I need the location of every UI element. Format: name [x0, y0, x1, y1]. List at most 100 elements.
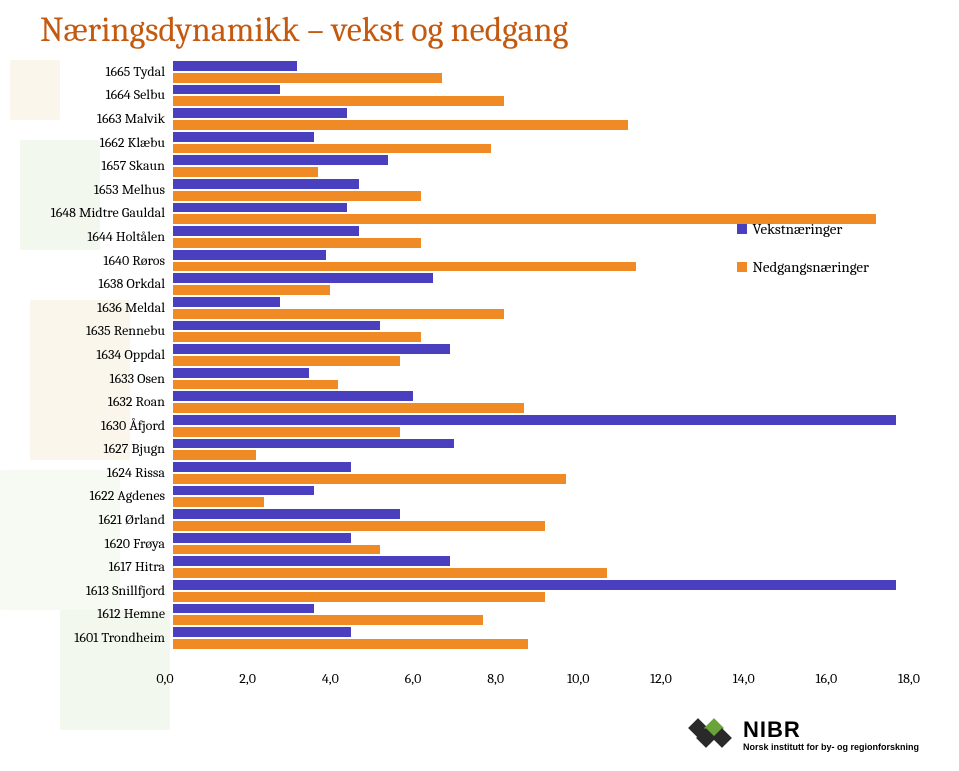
- bar-nedgang: [173, 144, 491, 154]
- bar-vekst: [173, 179, 359, 189]
- bar-nedgang: [173, 120, 628, 130]
- x-tick: 12,0: [650, 670, 672, 687]
- legend: VekstnæringerNedgangsnæringer: [737, 220, 870, 296]
- nibr-logo-icon: [685, 717, 735, 753]
- bar-group: [173, 414, 959, 438]
- bar-group: [173, 343, 959, 367]
- category-label: 1630 Åfjord: [0, 419, 173, 433]
- bar-vekst: [173, 604, 314, 614]
- footer-logo: NIBR Norsk institutt for by- og regionfo…: [685, 717, 919, 753]
- chart-row: 1662 Klæbu: [0, 131, 959, 155]
- category-label: 1601 Trondheim: [0, 631, 173, 645]
- bar-vekst: [173, 297, 280, 307]
- category-label: 1620 Frøya: [0, 537, 173, 551]
- bar-nedgang: [173, 450, 256, 460]
- legend-item-vekst: Vekstnæringer: [737, 220, 870, 238]
- bar-vekst: [173, 556, 450, 566]
- bar-nedgang: [173, 167, 318, 177]
- category-label: 1622 Agdenes: [0, 489, 173, 503]
- bar-group: [173, 461, 959, 485]
- bar-nedgang: [173, 96, 504, 106]
- category-label: 1634 Oppdal: [0, 348, 173, 362]
- chart-row: 1664 Selbu: [0, 84, 959, 108]
- x-tick: 18,0: [898, 670, 920, 687]
- bar-group: [173, 367, 959, 391]
- bar-nedgang: [173, 545, 380, 555]
- bar-vekst: [173, 321, 380, 331]
- page-title: Næringsdynamikk – vekst og nedgang: [40, 10, 568, 50]
- bar-group: [173, 131, 959, 155]
- chart-plot: 1665 Tydal1664 Selbu1663 Malvik1662 Klæb…: [0, 60, 959, 650]
- category-label: 1632 Roan: [0, 395, 173, 409]
- bar-group: [173, 296, 959, 320]
- chart-row: 1620 Frøya: [0, 532, 959, 556]
- bar-nedgang: [173, 380, 338, 390]
- bar-vekst: [173, 533, 351, 543]
- bar-group: [173, 532, 959, 556]
- legend-label: Vekstnæringer: [753, 220, 843, 238]
- chart-row: 1617 Hitra: [0, 555, 959, 579]
- bar-nedgang: [173, 403, 524, 413]
- x-tick: 8,0: [487, 670, 504, 687]
- chart-row: 1613 Snillfjord: [0, 579, 959, 603]
- bar-group: [173, 603, 959, 627]
- x-tick: 6,0: [405, 670, 422, 687]
- bar-group: [173, 626, 959, 650]
- bar-vekst: [173, 627, 351, 637]
- bar-vekst: [173, 462, 351, 472]
- bar-vekst: [173, 415, 896, 425]
- category-label: 1653 Melhus: [0, 183, 173, 197]
- bar-nedgang: [173, 427, 400, 437]
- chart-row: 1621 Ørland: [0, 508, 959, 532]
- category-label: 1627 Bjugn: [0, 442, 173, 456]
- category-label: 1664 Selbu: [0, 88, 173, 102]
- chart-row: 1622 Agdenes: [0, 485, 959, 509]
- chart-row: 1657 Skaun: [0, 154, 959, 178]
- bar-vekst: [173, 250, 326, 260]
- bar-nedgang: [173, 592, 545, 602]
- bar-group: [173, 84, 959, 108]
- chart-row: 1627 Bjugn: [0, 438, 959, 462]
- chart-row: 1665 Tydal: [0, 60, 959, 84]
- x-tick: 16,0: [815, 670, 837, 687]
- x-tick: 14,0: [733, 670, 755, 687]
- bar-vekst: [173, 132, 314, 142]
- bar-nedgang: [173, 332, 421, 342]
- category-label: 1657 Skaun: [0, 159, 173, 173]
- bar-vekst: [173, 486, 314, 496]
- legend-swatch: [737, 262, 747, 272]
- bar-nedgang: [173, 238, 421, 248]
- chart-row: 1636 Meldal: [0, 296, 959, 320]
- bar-nedgang: [173, 73, 442, 83]
- x-tick: 2,0: [239, 670, 256, 687]
- category-label: 1636 Meldal: [0, 301, 173, 315]
- category-label: 1662 Klæbu: [0, 136, 173, 150]
- bar-group: [173, 178, 959, 202]
- chart-row: 1634 Oppdal: [0, 343, 959, 367]
- bar-vekst: [173, 203, 347, 213]
- bar-group: [173, 320, 959, 344]
- category-label: 1624 Rissa: [0, 466, 173, 480]
- bar-vekst: [173, 226, 359, 236]
- chart-row: 1635 Rennebu: [0, 320, 959, 344]
- bar-nedgang: [173, 262, 636, 272]
- category-label: 1640 Røros: [0, 254, 173, 268]
- bar-nedgang: [173, 474, 566, 484]
- bar-vekst: [173, 580, 896, 590]
- x-tick: 4,0: [322, 670, 339, 687]
- chart-row: 1601 Trondheim: [0, 626, 959, 650]
- bar-nedgang: [173, 521, 545, 531]
- bar-nedgang: [173, 356, 400, 366]
- category-label: 1665 Tydal: [0, 65, 173, 79]
- category-label: 1617 Hitra: [0, 560, 173, 574]
- bar-vekst: [173, 439, 454, 449]
- chart-row: 1612 Hemne: [0, 603, 959, 627]
- bar-vekst: [173, 273, 433, 283]
- bar-nedgang: [173, 639, 528, 649]
- category-label: 1644 Holtålen: [0, 230, 173, 244]
- category-label: 1638 Orkdal: [0, 277, 173, 291]
- bar-group: [173, 438, 959, 462]
- category-label: 1633 Osen: [0, 372, 173, 386]
- footer-full: Norsk institutt for by- og regionforskni…: [743, 743, 919, 752]
- bar-group: [173, 107, 959, 131]
